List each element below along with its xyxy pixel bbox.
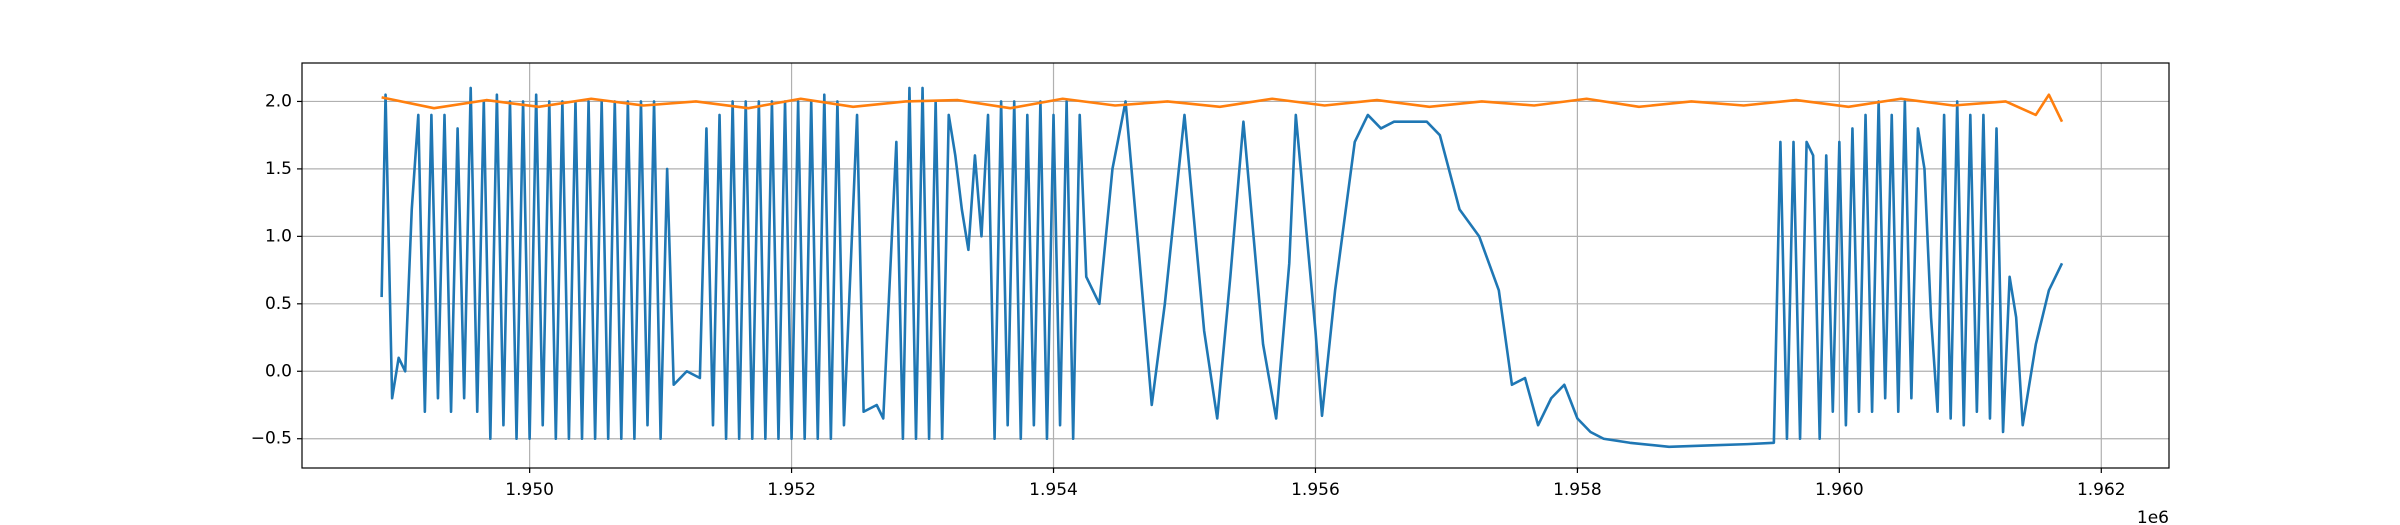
series-line <box>381 93 2064 123</box>
y-tick-label: 0.5 <box>265 294 292 314</box>
y-tick-label: 0.0 <box>265 361 292 381</box>
x-tick-label: 1.952 <box>767 480 816 500</box>
series-line <box>380 86 2064 449</box>
x-offset-label: 1e6 <box>2137 508 2169 525</box>
x-tick-label: 1.962 <box>2077 480 2126 500</box>
x-tick-label: 1.958 <box>1553 480 1602 500</box>
y-tick-label: −0.5 <box>251 429 292 449</box>
plot-frame <box>301 62 2170 469</box>
x-tick-label: 1.954 <box>1029 480 1078 500</box>
y-tick-label: 1.0 <box>265 226 292 246</box>
y-tick-label: 1.5 <box>265 159 292 179</box>
x-tick-label: 1.956 <box>1291 480 1340 500</box>
x-tick-label: 1.950 <box>505 480 554 500</box>
y-tick-label: 2.0 <box>265 91 292 111</box>
x-tick-label: 1.960 <box>1815 480 1864 500</box>
